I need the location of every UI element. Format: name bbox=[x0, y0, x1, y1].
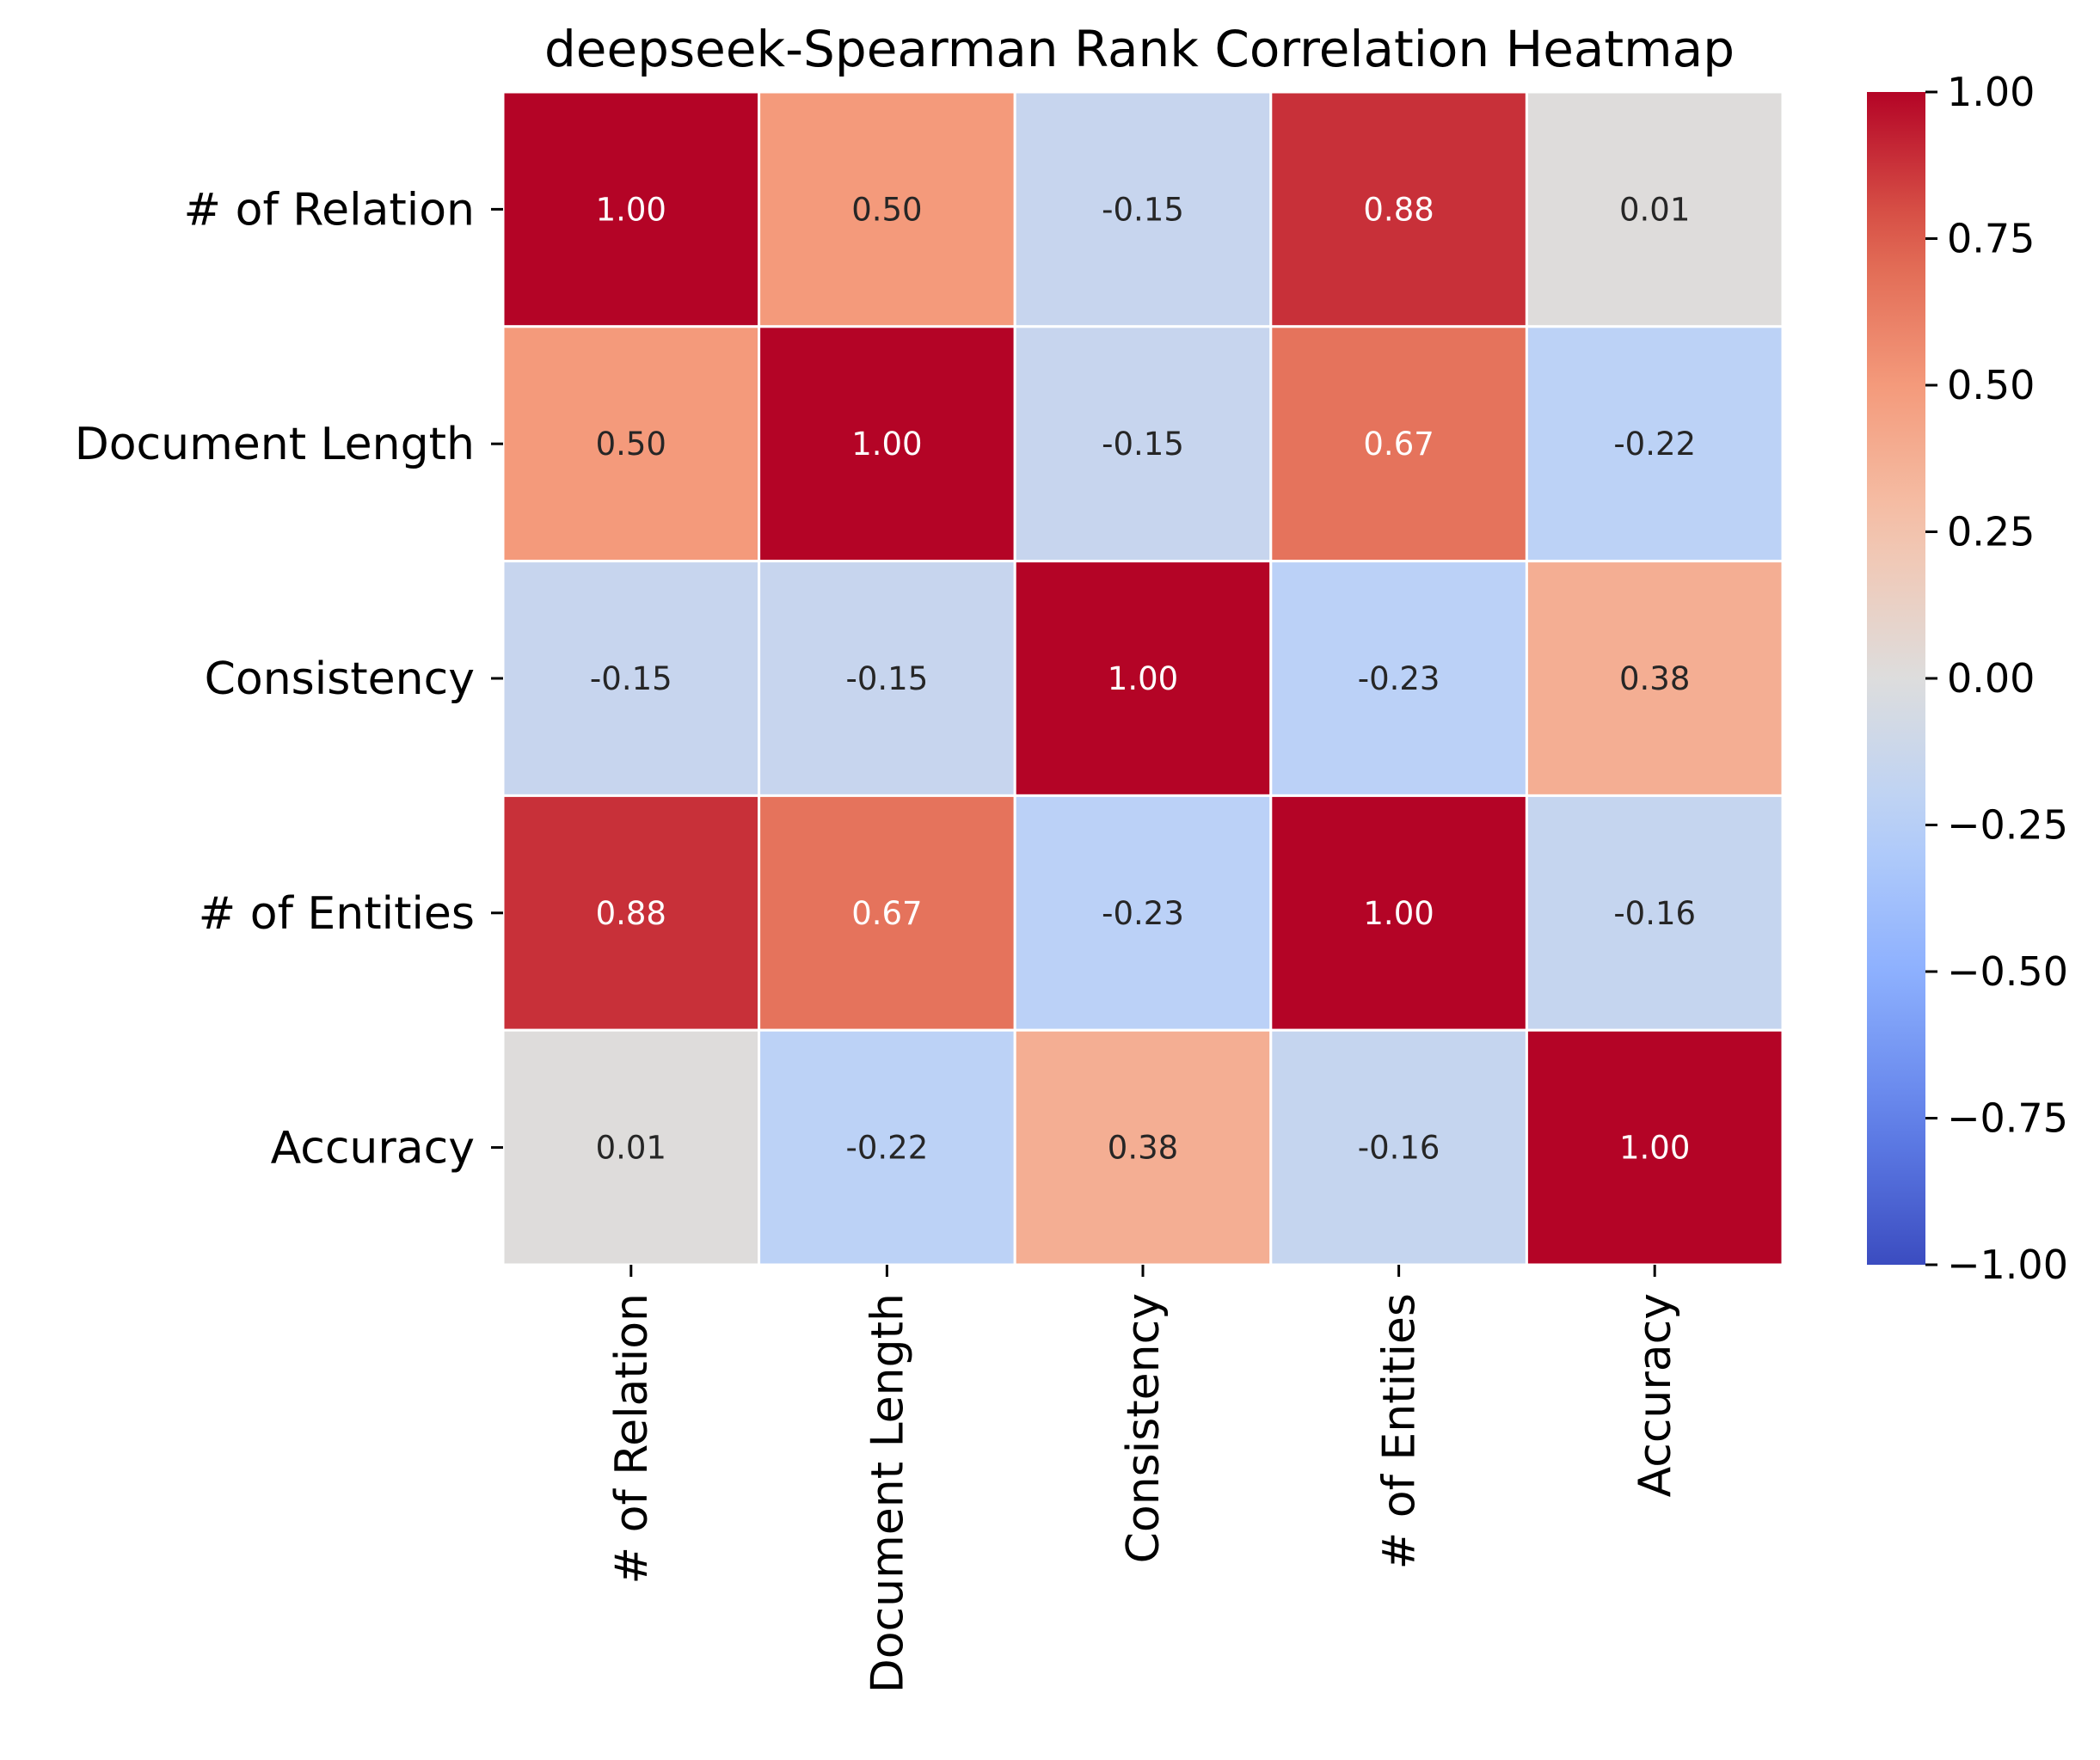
heatmap-cell bbox=[501, 90, 761, 328]
row-label: # of Entities bbox=[199, 888, 475, 940]
cell-value-label: -0.15 bbox=[590, 660, 672, 697]
heatmap-cell bbox=[1525, 325, 1784, 563]
heatmap-cell bbox=[1013, 90, 1273, 328]
cell-value-label: 0.38 bbox=[1108, 1130, 1178, 1167]
cell-value-label: -0.15 bbox=[1102, 426, 1184, 463]
colorbar-tick-label: 0.25 bbox=[1947, 509, 2035, 555]
heatmap-cell bbox=[501, 1028, 761, 1266]
heatmap-cell bbox=[1525, 1028, 1784, 1266]
cell-value-label: -0.22 bbox=[846, 1130, 929, 1167]
column-label: # of Relation bbox=[606, 1293, 658, 1584]
colorbar-tick-label: 0.00 bbox=[1947, 655, 2035, 702]
heatmap-cell bbox=[758, 560, 1016, 797]
heatmap-cell bbox=[1013, 794, 1273, 1032]
cell-value-label: -0.16 bbox=[1358, 1130, 1440, 1167]
cell-value-label: 0.01 bbox=[1619, 191, 1690, 228]
cell-value-label: 1.00 bbox=[1619, 1130, 1690, 1167]
cell-value-label: 0.67 bbox=[851, 895, 922, 932]
heatmap-cell bbox=[1269, 560, 1528, 797]
cell-value-label: 0.50 bbox=[851, 191, 922, 228]
heatmap-cell bbox=[1525, 560, 1784, 797]
heatmap-cell bbox=[1013, 1028, 1273, 1266]
colorbar-tick-label: −0.75 bbox=[1947, 1095, 2068, 1142]
colorbar-tick-label: 1.00 bbox=[1947, 69, 2035, 115]
heatmap-cell bbox=[758, 794, 1016, 1032]
heatmap-cell bbox=[1525, 90, 1784, 328]
column-labels: # of Relation Document Length Consistency #… bbox=[606, 1265, 1681, 1693]
column-label: Consistency bbox=[1118, 1293, 1170, 1563]
cell-value-label: 0.01 bbox=[596, 1130, 666, 1167]
heatmap-cell bbox=[758, 1028, 1016, 1266]
colorbar-tick-label: −0.25 bbox=[1947, 802, 2068, 849]
cell-value-label: 1.00 bbox=[851, 426, 922, 463]
cell-value-label: -0.23 bbox=[1358, 660, 1440, 697]
cell-value-label: -0.16 bbox=[1613, 895, 1696, 932]
cell-value-label: 1.00 bbox=[1108, 660, 1178, 697]
chart-title: deepseek-Spearman Rank Correlation Heatm… bbox=[544, 20, 1735, 78]
column-label: Document Length bbox=[862, 1293, 913, 1693]
cell-value-label: -0.22 bbox=[1613, 426, 1696, 463]
column-label: # of Entities bbox=[1374, 1293, 1426, 1569]
heatmap-cells: 1.00 0.50 -0.15 0.88 0.01 0.50 1.00 -0.15 0.67 -0… bbox=[501, 90, 1784, 1266]
cell-value-label: 0.67 bbox=[1363, 426, 1434, 463]
cell-value-label: 0.50 bbox=[596, 426, 666, 463]
heatmap-cell bbox=[1013, 560, 1273, 797]
heatmap-cell bbox=[758, 90, 1016, 328]
heatmap-cell bbox=[1269, 90, 1528, 328]
colorbar-tick-label: 0.75 bbox=[1947, 216, 2035, 262]
cell-value-label: -0.15 bbox=[1102, 191, 1184, 228]
heatmap-cell bbox=[1013, 325, 1273, 563]
row-label: Document Length bbox=[75, 419, 475, 470]
colorbar-tick-label: 0.50 bbox=[1947, 362, 2035, 408]
colorbar-tick-label: −1.00 bbox=[1947, 1242, 2068, 1288]
colorbar: 1.00 0.75 0.50 0.25 0.00 −0.25 −0.50 −0.75 −1.00 bbox=[1867, 69, 2068, 1288]
cell-value-label: 1.00 bbox=[596, 191, 666, 228]
cell-value-label: 0.88 bbox=[596, 895, 666, 932]
cell-value-label: -0.23 bbox=[1102, 895, 1184, 932]
heatmap-cell bbox=[1269, 794, 1528, 1032]
heatmap-cell bbox=[1525, 794, 1784, 1032]
colorbar-gradient bbox=[1867, 92, 1925, 1265]
row-label: # of Relation bbox=[184, 184, 475, 236]
cell-value-label: 0.88 bbox=[1363, 191, 1434, 228]
column-label: Accuracy bbox=[1630, 1293, 1681, 1497]
colorbar-tick-label: −0.50 bbox=[1947, 948, 2068, 995]
row-label: Accuracy bbox=[271, 1123, 475, 1174]
cell-value-label: -0.15 bbox=[846, 660, 929, 697]
heatmap-cell bbox=[501, 325, 761, 563]
row-labels: # of Relation Document Length Consistency #… bbox=[75, 184, 503, 1174]
cell-value-label: 0.38 bbox=[1619, 660, 1690, 697]
row-label: Consistency bbox=[205, 653, 475, 705]
cell-value-label: 1.00 bbox=[1363, 895, 1434, 932]
